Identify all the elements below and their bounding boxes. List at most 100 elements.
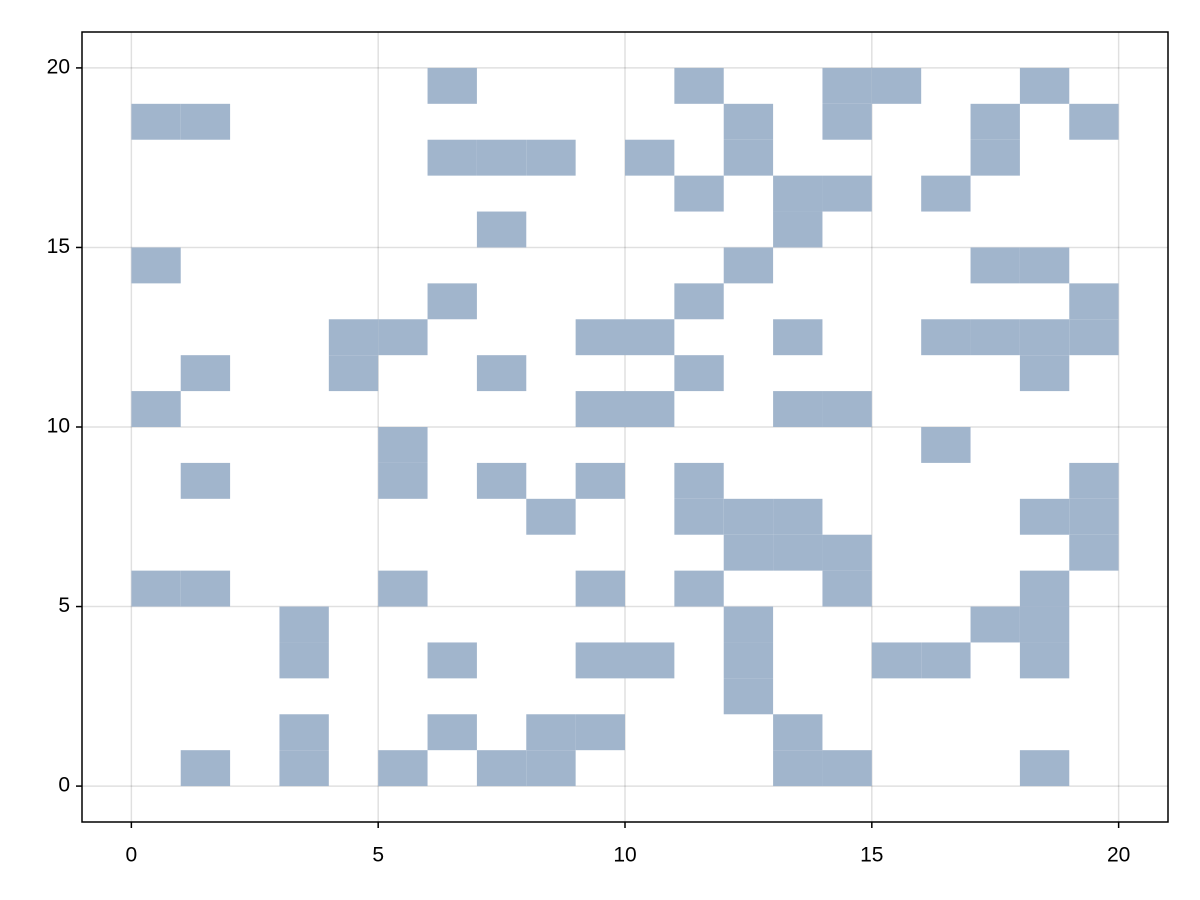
cell [1019, 606, 1070, 643]
x-tick-label: 10 [613, 844, 636, 867]
cell [871, 67, 922, 104]
cell [1069, 462, 1119, 499]
cell [625, 139, 675, 176]
cell [378, 462, 428, 499]
cell [674, 175, 724, 212]
cell [773, 534, 823, 571]
cell [427, 283, 477, 320]
cell [1069, 534, 1119, 571]
cell [427, 714, 477, 751]
cell [1019, 319, 1070, 356]
y-tick-label: 5 [58, 594, 70, 617]
cell [1019, 67, 1070, 104]
cell [328, 319, 379, 356]
cell [279, 606, 329, 643]
y-tick-label: 20 [47, 55, 70, 78]
cell [1069, 498, 1119, 535]
cell [131, 247, 181, 284]
cell [970, 606, 1020, 643]
x-tick-label: 0 [126, 844, 138, 867]
cell [575, 570, 625, 607]
cell [674, 570, 724, 607]
cell [822, 103, 872, 140]
cell [427, 139, 477, 176]
cell [1019, 750, 1070, 787]
cell [674, 67, 724, 104]
cell [921, 642, 971, 679]
cell [723, 103, 774, 140]
cell [476, 139, 527, 176]
cell [575, 462, 625, 499]
cell [921, 319, 971, 356]
cell [970, 247, 1020, 284]
x-tick-label: 15 [860, 844, 883, 867]
cell [526, 139, 576, 176]
cell [674, 462, 724, 499]
cell [131, 391, 181, 427]
cell [871, 642, 922, 679]
cell [773, 175, 823, 212]
y-tick-label: 15 [47, 235, 70, 258]
cell [822, 570, 872, 607]
ticks: 0 5 10 15 20 0 5 10 15 20 [47, 55, 1131, 866]
y-tick-label: 0 [58, 774, 70, 797]
cell [773, 319, 823, 356]
cell [1069, 283, 1119, 320]
cell [674, 355, 724, 392]
cell [723, 498, 774, 535]
cell [1019, 642, 1070, 679]
cell [625, 391, 675, 427]
cell [822, 750, 872, 787]
cell [279, 750, 329, 787]
cell [180, 462, 231, 499]
cells [131, 67, 1119, 787]
cell [723, 642, 774, 679]
cell [180, 570, 231, 607]
cell [378, 570, 428, 607]
cell [921, 427, 971, 463]
cell [822, 67, 872, 104]
cell [378, 427, 428, 463]
cell [476, 211, 527, 248]
cell [970, 139, 1020, 176]
cell [723, 534, 774, 571]
cell [625, 642, 675, 679]
cell [1019, 498, 1070, 535]
cell [1069, 319, 1119, 356]
cell [723, 139, 774, 176]
cell [427, 642, 477, 679]
cell [279, 642, 329, 679]
cell [1019, 570, 1070, 607]
cell [328, 355, 379, 392]
cell [131, 103, 181, 140]
cell [773, 498, 823, 535]
cell [180, 355, 231, 392]
x-tick-label: 5 [372, 844, 384, 867]
cell [773, 714, 823, 751]
cell [625, 319, 675, 356]
cell [526, 714, 576, 751]
cell [773, 750, 823, 787]
cell [575, 714, 625, 751]
cell [674, 283, 724, 320]
cell [1019, 247, 1070, 284]
cell [526, 498, 576, 535]
cell [723, 247, 774, 284]
cell [131, 570, 181, 607]
cell [575, 319, 625, 356]
cell [723, 606, 774, 643]
cell [723, 678, 774, 715]
cell [921, 175, 971, 212]
cell [575, 391, 625, 427]
cell [970, 103, 1020, 140]
cell [180, 103, 231, 140]
cell [822, 175, 872, 212]
cell [822, 534, 872, 571]
cell [279, 714, 329, 751]
cell [378, 319, 428, 356]
cell [476, 462, 527, 499]
cell [822, 391, 872, 427]
cell [427, 67, 477, 104]
cell [378, 750, 428, 787]
